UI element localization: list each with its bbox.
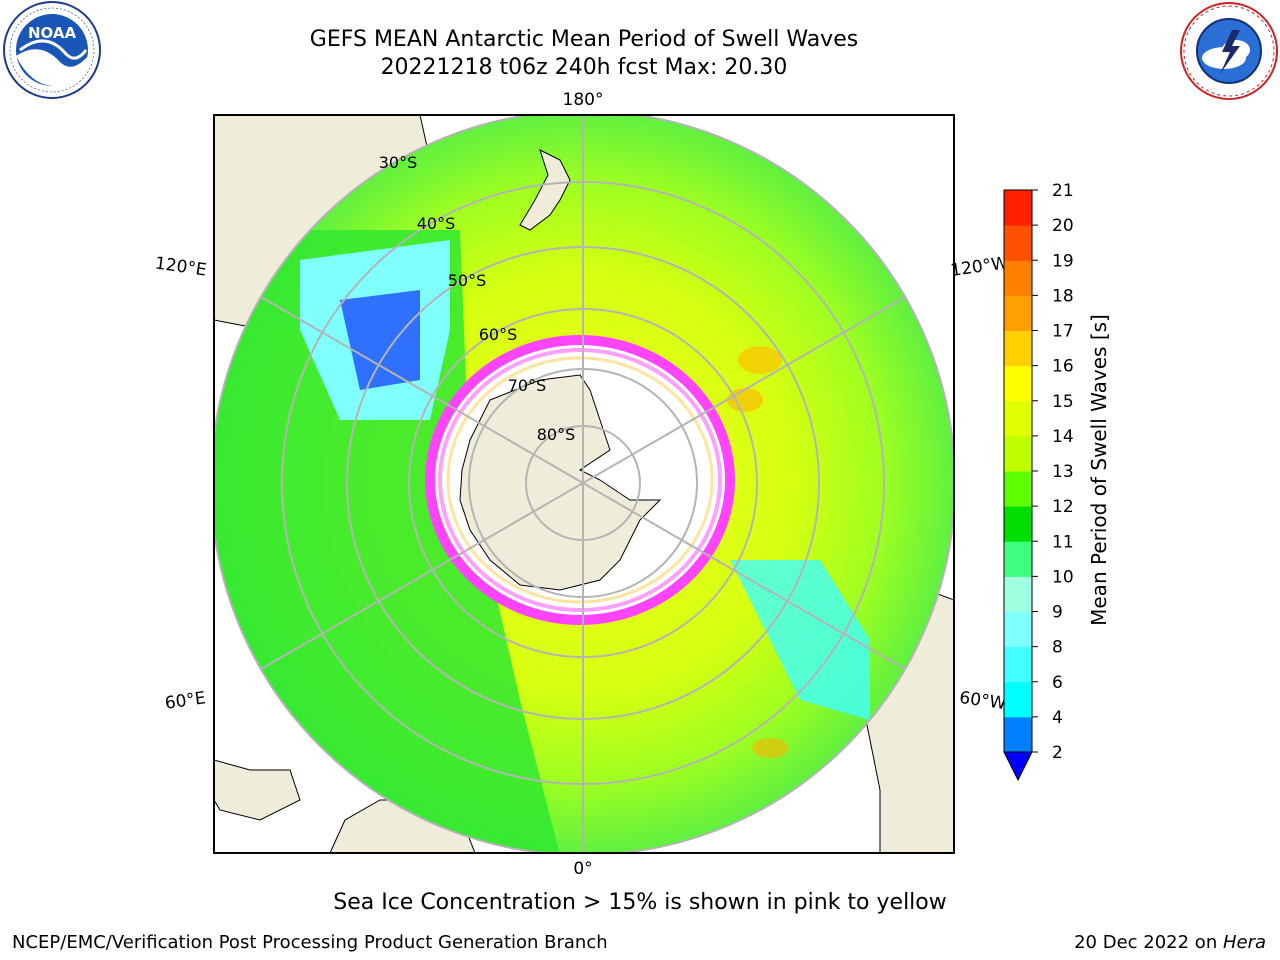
sea-ice-caption: Sea Ice Concentration > 15% is shown in …: [333, 890, 947, 915]
page-title: GEFS MEAN Antarctic Mean Period of Swell…: [309, 27, 859, 52]
colorbar-tick-label: 15: [1052, 392, 1074, 412]
colorbar-label: Mean Period of Swell Waves [s]: [1087, 314, 1111, 626]
colorbar-tick-label: 4: [1052, 708, 1063, 728]
lat-label-80s: 80°S: [537, 425, 576, 444]
colorbar-tick-label: 19: [1052, 251, 1074, 271]
antarctica-land: [459, 374, 662, 591]
lon-label-180: 180°: [563, 90, 604, 110]
colorbar-tick-label: 10: [1052, 567, 1074, 587]
colorbar-extend-min: [1003, 751, 1033, 782]
footer-credit: NCEP/EMC/Verification Post Processing Pr…: [12, 932, 608, 953]
colorbar-tick-label: 9: [1052, 603, 1063, 623]
swell-field-orange-patch: [738, 346, 782, 374]
colorbar-tick-label: 12: [1052, 497, 1074, 517]
lon-label-120w: 120°W: [949, 253, 1009, 281]
lat-label-50s: 50°S: [448, 271, 487, 290]
lon-label-120e: 120°E: [154, 254, 208, 281]
colorbar: 2 4 6 8 9 10 11 12 13 14 15 16 17 18 19 20 21: [1003, 181, 1074, 782]
lat-label-40s: 40°S: [417, 214, 456, 233]
colorbar-tick-label: 11: [1052, 532, 1074, 552]
swell-field-blue-west: [340, 290, 420, 390]
colorbar-segment: [1004, 365, 1032, 402]
page-subtitle: 20221218 t06z 240h fcst Max: 20.30: [380, 55, 788, 80]
swell-field-orange-patch: [727, 388, 763, 412]
colorbar-tick-label: 13: [1052, 462, 1074, 482]
colorbar-segment: [1004, 435, 1032, 472]
footer-date: 20 Dec 2022 on Hera: [1074, 932, 1266, 953]
map-frame-border: [213, 114, 955, 854]
nws-logo: [1180, 2, 1278, 100]
colorbar-tick-label: 8: [1052, 638, 1063, 658]
colorbar-segment: [1004, 471, 1032, 507]
colorbar-tick-label: 16: [1052, 357, 1074, 377]
lat-label-30s: 30°S: [379, 153, 418, 172]
colorbar-segment: [1004, 260, 1032, 296]
colorbar-segment: [1004, 295, 1032, 331]
colorbar-segment: [1004, 576, 1032, 612]
colorbar-segment: [1004, 330, 1032, 367]
swell-field-orange-patch: [752, 738, 788, 758]
colorbar-segment: [1004, 400, 1032, 437]
lon-label-60e: 60°E: [164, 688, 207, 713]
colorbar-segment: [1004, 716, 1032, 753]
colorbar-segment: [1004, 611, 1032, 648]
colorbar-tick-label: 6: [1052, 673, 1063, 693]
graticule: [214, 115, 954, 853]
svg-text:NOAA: NOAA: [28, 24, 77, 42]
colorbar-tick-label: 20: [1052, 216, 1074, 236]
colorbar-segment: [1004, 646, 1032, 683]
colorbar-segment: [1004, 190, 1032, 226]
colorbar-tick-label: 21: [1052, 181, 1074, 201]
lon-label-60w: 60°W: [958, 688, 1007, 714]
noaa-logo: NOAA: [3, 1, 101, 99]
swell-field-cyan-east: [730, 560, 870, 720]
lat-label-60s: 60°S: [479, 325, 518, 344]
lon-label-0: 0°: [573, 859, 592, 879]
footer-date-text: 20 Dec 2022 on: [1074, 932, 1223, 953]
colorbar-tick-label: 2: [1052, 743, 1063, 763]
colorbar-segment: [1004, 225, 1032, 261]
colorbar-tick-label: 14: [1052, 427, 1074, 447]
colorbar-segment: [1004, 506, 1032, 542]
footer-host: Hera: [1222, 932, 1266, 953]
colorbar-segment: [1004, 541, 1032, 577]
lat-label-70s: 70°S: [508, 376, 547, 395]
colorbar-tick-label: 18: [1052, 286, 1074, 306]
colorbar-segment: [1004, 681, 1032, 718]
colorbar-tick-label: 17: [1052, 322, 1074, 342]
new-zealand-land: [519, 149, 571, 231]
